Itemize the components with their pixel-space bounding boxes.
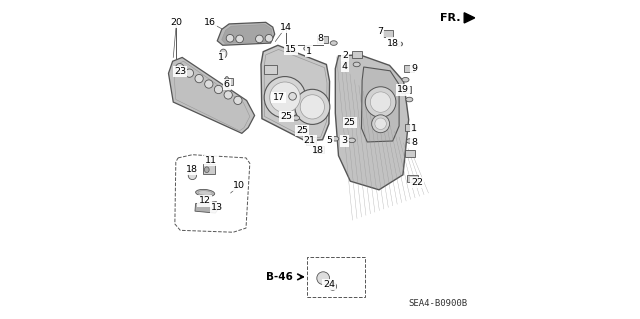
- Text: 6: 6: [224, 80, 230, 89]
- Bar: [383, 30, 393, 37]
- Polygon shape: [335, 55, 409, 190]
- Text: 10: 10: [233, 181, 244, 190]
- Text: 1: 1: [306, 47, 312, 56]
- Circle shape: [188, 171, 196, 180]
- Ellipse shape: [225, 77, 228, 80]
- Circle shape: [226, 34, 234, 42]
- Circle shape: [175, 63, 184, 72]
- Text: 15: 15: [285, 45, 297, 54]
- Circle shape: [371, 92, 391, 112]
- Ellipse shape: [348, 138, 355, 143]
- Ellipse shape: [292, 116, 300, 120]
- Text: 18: 18: [312, 146, 324, 155]
- Ellipse shape: [330, 41, 337, 45]
- Bar: [351, 51, 362, 58]
- Bar: [306, 137, 316, 145]
- Text: 18: 18: [186, 165, 198, 174]
- Ellipse shape: [220, 49, 227, 58]
- Text: 25: 25: [344, 118, 356, 127]
- Bar: [317, 36, 328, 43]
- Ellipse shape: [406, 139, 413, 143]
- Text: 16: 16: [204, 18, 216, 27]
- Circle shape: [205, 80, 213, 88]
- Text: B-46: B-46: [266, 272, 293, 282]
- Polygon shape: [221, 25, 272, 43]
- Circle shape: [264, 77, 306, 118]
- Bar: [203, 164, 216, 174]
- Polygon shape: [195, 202, 220, 213]
- Text: 18: 18: [387, 39, 399, 48]
- Circle shape: [289, 93, 296, 100]
- Circle shape: [236, 35, 243, 43]
- Circle shape: [269, 82, 300, 113]
- Ellipse shape: [198, 191, 212, 195]
- Polygon shape: [261, 45, 330, 141]
- Text: 12: 12: [198, 197, 211, 205]
- Bar: [401, 86, 412, 93]
- Text: 1: 1: [411, 124, 417, 133]
- Ellipse shape: [353, 62, 360, 67]
- Polygon shape: [362, 67, 399, 142]
- Text: 9: 9: [411, 64, 417, 73]
- Ellipse shape: [196, 189, 214, 197]
- Text: 24: 24: [323, 280, 335, 289]
- Text: 17: 17: [273, 93, 285, 102]
- Polygon shape: [168, 57, 255, 133]
- Circle shape: [214, 85, 223, 94]
- Text: 22: 22: [412, 178, 423, 187]
- Circle shape: [185, 69, 193, 77]
- Text: 14: 14: [280, 23, 292, 32]
- Bar: [223, 78, 232, 85]
- Text: 7: 7: [377, 27, 383, 36]
- Bar: [408, 175, 418, 182]
- Text: 8: 8: [317, 34, 323, 43]
- Circle shape: [295, 89, 330, 124]
- Text: 4: 4: [342, 62, 348, 70]
- Text: SEA4-B0900B: SEA4-B0900B: [408, 299, 468, 308]
- Text: 23: 23: [174, 67, 186, 76]
- Ellipse shape: [406, 97, 413, 102]
- Text: 19: 19: [397, 85, 409, 94]
- Text: 13: 13: [211, 204, 223, 212]
- Bar: [404, 65, 414, 72]
- Text: 20: 20: [170, 18, 182, 27]
- Circle shape: [317, 272, 330, 285]
- Text: 3: 3: [342, 137, 348, 145]
- Bar: [314, 146, 324, 153]
- Circle shape: [329, 283, 337, 290]
- Circle shape: [224, 91, 232, 99]
- Circle shape: [300, 95, 324, 119]
- Bar: [405, 150, 415, 157]
- Ellipse shape: [304, 46, 311, 51]
- Text: 5: 5: [326, 136, 333, 145]
- Ellipse shape: [348, 120, 355, 124]
- Circle shape: [375, 118, 387, 130]
- Text: 25: 25: [280, 112, 292, 121]
- Ellipse shape: [402, 78, 409, 82]
- Text: 11: 11: [205, 156, 217, 165]
- Circle shape: [234, 96, 242, 105]
- Ellipse shape: [204, 167, 209, 173]
- Circle shape: [365, 87, 396, 117]
- Circle shape: [372, 115, 390, 133]
- Text: 21: 21: [304, 137, 316, 145]
- Text: FR.: FR.: [440, 13, 461, 23]
- Circle shape: [255, 35, 263, 43]
- Text: 25: 25: [296, 126, 308, 135]
- Text: 2: 2: [342, 51, 348, 60]
- Bar: [264, 65, 277, 74]
- Bar: [405, 124, 415, 131]
- Ellipse shape: [301, 128, 308, 132]
- Circle shape: [265, 34, 273, 42]
- Ellipse shape: [396, 42, 403, 46]
- Polygon shape: [218, 22, 275, 45]
- Text: 1: 1: [218, 53, 223, 62]
- Ellipse shape: [332, 137, 339, 141]
- Polygon shape: [464, 13, 475, 23]
- Text: 8: 8: [411, 138, 417, 147]
- Circle shape: [195, 74, 204, 83]
